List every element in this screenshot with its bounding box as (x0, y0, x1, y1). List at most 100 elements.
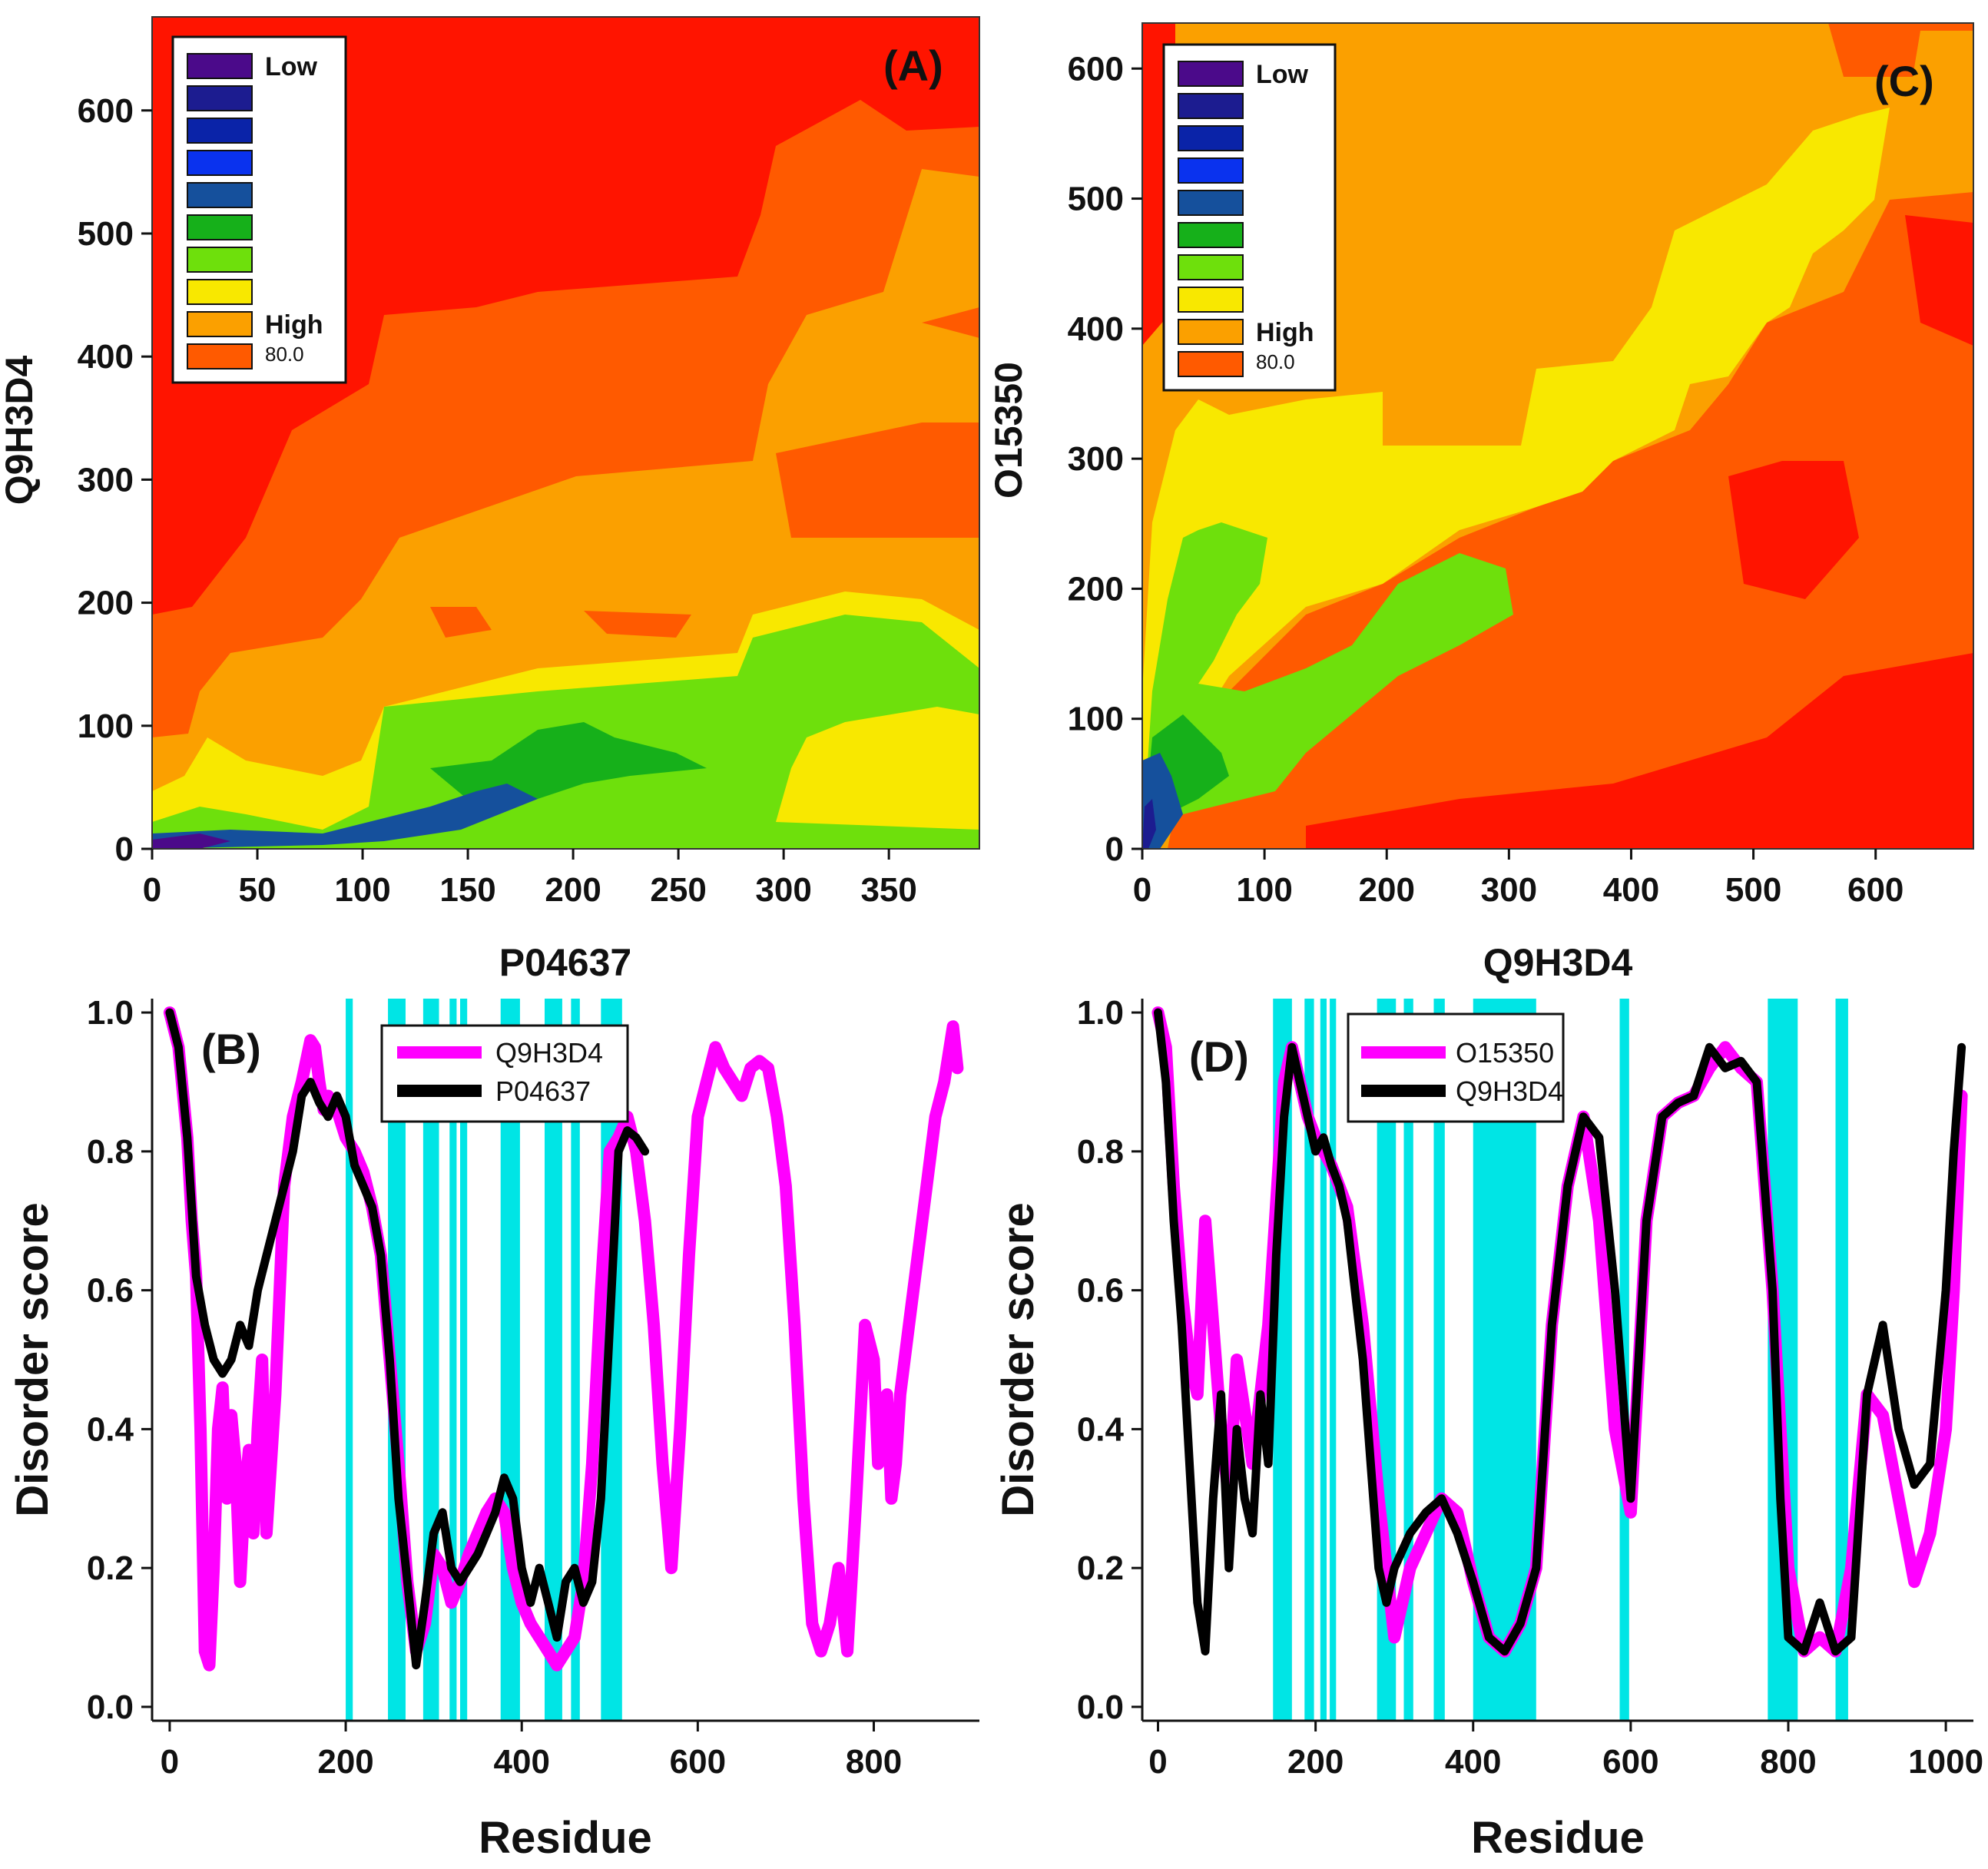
heatmap-c-area (1142, 23, 1973, 849)
panel-a-x-axis-label: P04637 (499, 941, 631, 984)
legend-c-swatch-3 (1178, 125, 1244, 151)
x-tick-label: 300 (1481, 871, 1537, 909)
legend-b: Q9H3D4 P04637 (380, 1024, 629, 1123)
heatmap-a-spot-2 (584, 611, 691, 638)
x-tick-label: 500 (1725, 871, 1781, 909)
legend-a-swatch-9 (187, 311, 253, 337)
heatmap-a-area (152, 17, 979, 849)
x-tick-label: 100 (1236, 871, 1292, 909)
legend-c-swatch-6 (1178, 222, 1244, 248)
panel-b-x-axis-label: Residue (479, 1813, 652, 1863)
legend-a-high-label: High (265, 310, 323, 340)
y-tick-label: 200 (1068, 570, 1124, 608)
x-tick-label: 200 (1359, 871, 1415, 909)
legend-a-low-label: Low (265, 52, 318, 81)
y-tick-label: 200 (78, 585, 134, 622)
y-tick-label: 300 (78, 461, 134, 499)
legend-a: Low High 80.0 (171, 35, 347, 384)
y-tick-label: 0 (115, 830, 134, 868)
panel-a-label: (A) (883, 41, 943, 90)
legend-a-swatch-3 (187, 118, 253, 144)
legend-b-p04637-label: P04637 (495, 1075, 591, 1107)
panel-c-y-ticks: 0 100 200 300 400 500 600 (1068, 50, 1142, 868)
series-line-q9h3d4 (163, 1006, 964, 1672)
y-tick-label: 1.0 (87, 994, 134, 1032)
panel-c-y-axis-label: O15350 (987, 362, 1030, 499)
legend-d-q9h3d4-label: Q9H3D4 (1456, 1075, 1563, 1107)
x-tick-label: 350 (860, 871, 916, 909)
x-tick-label: 0 (143, 871, 161, 909)
panel-c-x-axis-label: Q9H3D4 (1483, 941, 1633, 984)
heatmap-c-level-red (1142, 23, 1973, 849)
legend-a-swatch-4 (187, 150, 253, 176)
legend-c-swatch-9 (1178, 319, 1244, 345)
highlight-region (1835, 999, 1848, 1721)
x-tick-label: 200 (317, 1743, 373, 1781)
panel-a: Low High 80.0 (A) 0 50 100 150 200 250 300 350 … (0, 16, 980, 984)
series-line-p04637 (165, 1008, 650, 1670)
x-tick-label: 600 (670, 1743, 726, 1781)
panel-b-x-ticks: 0 200 400 600 800 (161, 1721, 902, 1781)
y-tick-label: 0.6 (1077, 1272, 1124, 1310)
y-tick-label: 0 (1105, 830, 1124, 868)
y-tick-label: 0.4 (1077, 1410, 1125, 1448)
highlight-region (1320, 999, 1327, 1721)
x-tick-label: 0 (1148, 1743, 1167, 1781)
x-tick-label: 50 (239, 871, 277, 909)
x-tick-label: 200 (545, 871, 601, 909)
y-tick-label: 0.2 (87, 1549, 134, 1587)
x-tick-label: 1000 (1908, 1743, 1983, 1781)
panel-d-label: (D) (1189, 1032, 1249, 1081)
x-tick-label: 800 (846, 1743, 902, 1781)
panel-d: 0 200 400 600 800 1000 0.0 0.2 0.4 0.6 0.8 1.0 (D)… (993, 994, 1983, 1863)
panel-d-series (1151, 1006, 1968, 1658)
x-tick-label: 250 (650, 871, 706, 909)
y-tick-label: 0.4 (87, 1410, 134, 1448)
legend-c-low-label: Low (1256, 60, 1309, 89)
legend-c-swatch-1 (1178, 61, 1244, 87)
legend-c-swatch-5 (1178, 190, 1244, 216)
legend-d-o15350-label: O15350 (1456, 1037, 1554, 1069)
y-tick-label: 0.6 (87, 1272, 134, 1310)
x-tick-label: 150 (439, 871, 495, 909)
panel-c: Low High 80.0 (C) 0 100 200 300 400 500 600 0 1… (987, 22, 1974, 984)
highlight-region (449, 999, 457, 1721)
legend-a-max-label: 80.0 (265, 343, 304, 366)
legend-a-swatch-5 (187, 182, 253, 208)
panel-d-y-axis-label: Disorder score (993, 1202, 1043, 1516)
panel-b-series (163, 1006, 964, 1672)
panel-c-label: (C) (1874, 57, 1934, 105)
legend-c-swatch-4 (1178, 157, 1244, 184)
x-tick-label: 400 (494, 1743, 550, 1781)
x-tick-label: 800 (1760, 1743, 1816, 1781)
legend-a-swatch-1 (187, 53, 253, 79)
highlight-region (1330, 999, 1337, 1721)
heatmap-a-spot-1 (430, 607, 492, 638)
legend-c-high-label: High (1256, 318, 1314, 347)
y-tick-label: 600 (1068, 50, 1124, 88)
y-tick-label: 1.0 (1077, 994, 1124, 1032)
panel-a-y-axis-label: Q9H3D4 (0, 356, 41, 505)
panel-a-x-ticks: 0 50 100 150 200 250 300 350 (143, 849, 917, 909)
panel-b-label: (B) (201, 1025, 261, 1073)
highlight-region (571, 999, 580, 1721)
y-tick-label: 400 (78, 338, 134, 376)
panel-d-y-ticks: 0.0 0.2 0.4 0.6 0.8 1.0 (1077, 994, 1142, 1726)
x-tick-label: 0 (161, 1743, 179, 1781)
x-tick-label: 0 (1133, 871, 1151, 909)
panel-d-x-axis-label: Residue (1471, 1813, 1645, 1863)
x-tick-label: 200 (1287, 1743, 1344, 1781)
highlight-region (545, 999, 562, 1721)
y-tick-label: 500 (78, 215, 134, 253)
highlight-region (1433, 999, 1445, 1721)
legend-a-swatch-7 (187, 247, 253, 273)
legend-c-swatch-7 (1178, 254, 1244, 280)
legend-b-box (380, 1024, 629, 1123)
x-tick-label: 400 (1445, 1743, 1501, 1781)
highlight-region (1304, 999, 1314, 1721)
y-tick-label: 0.0 (87, 1688, 134, 1726)
panel-b: 0 200 400 600 800 0.0 0.2 0.4 0.6 0.8 1.0 (B) Q9H… (8, 994, 979, 1863)
heatmap-c-level-green (1142, 522, 1513, 849)
y-tick-label: 600 (78, 92, 134, 130)
